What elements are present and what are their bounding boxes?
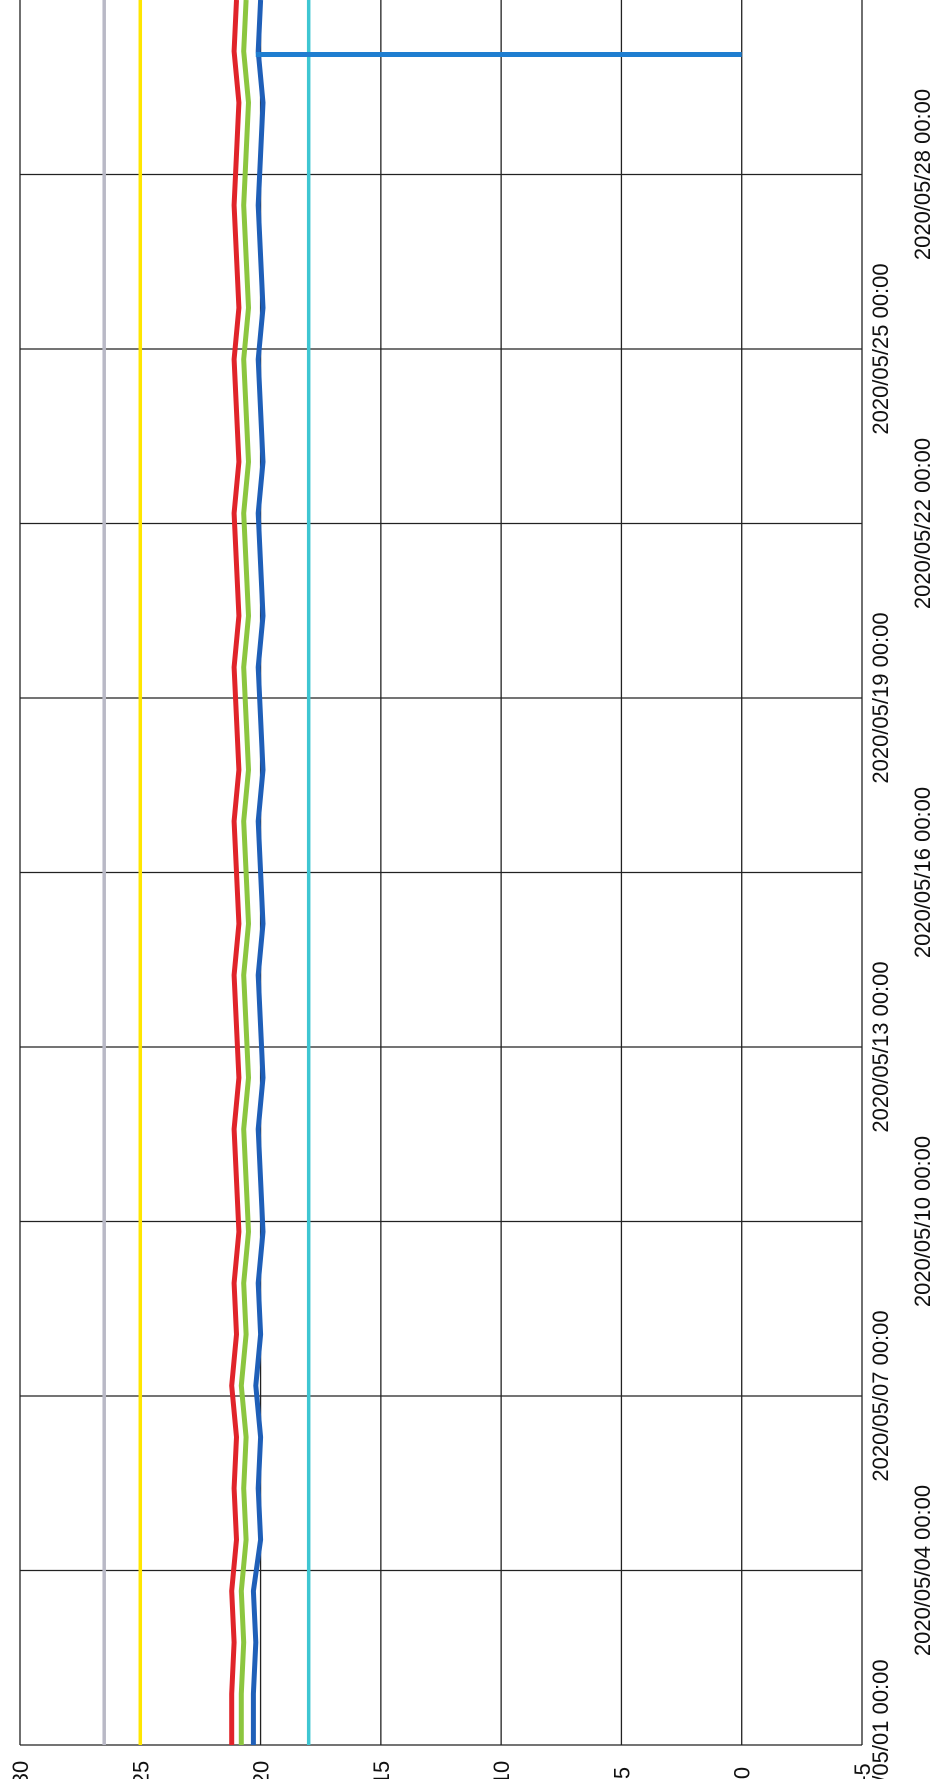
date-tick-label: 2020/05/07 00:00 xyxy=(868,1310,893,1481)
value-tick-label: 0 xyxy=(730,1767,755,1779)
date-tick-label: 2020/05/19 00:00 xyxy=(868,612,893,783)
series-line xyxy=(229,0,242,1745)
date-tick-label: 2020/05/04 00:00 xyxy=(910,1485,935,1656)
date-tick-label: 2020/05/28 00:00 xyxy=(910,89,935,260)
value-tick-label: 5 xyxy=(609,1767,634,1779)
date-tick-label: 2020/05/22 00:00 xyxy=(910,438,935,609)
date-tick-label: 2020/05/01 00:00 xyxy=(868,1659,893,1779)
date-tick-label: 2020/05/10 00:00 xyxy=(910,1136,935,1307)
value-tick-label: 25 xyxy=(128,1761,153,1779)
value-tick-label: 15 xyxy=(369,1761,394,1779)
grid-date-lines xyxy=(20,173,862,1746)
value-tick-label: 30 xyxy=(8,1761,33,1779)
value-tick-label: -5 xyxy=(850,1763,875,1779)
series-line xyxy=(238,0,251,1745)
date-tick-label: 2020/05/25 00:00 xyxy=(868,263,893,434)
value-tick-labels: 30 25 20 15 10 5 0 -5 xyxy=(8,1761,875,1779)
series-line xyxy=(250,0,266,1745)
value-tick-label: 10 xyxy=(489,1761,514,1779)
date-tick-label: 2020/05/13 00:00 xyxy=(868,961,893,1132)
value-tick-label: 20 xyxy=(249,1761,274,1779)
date-tick-label: 2020/05/16 00:00 xyxy=(910,787,935,958)
date-tick-labels: 2020/05/01 00:00 2020/05/04 00:00 2020/05/… xyxy=(868,89,935,1779)
series-lines xyxy=(102,0,742,1745)
